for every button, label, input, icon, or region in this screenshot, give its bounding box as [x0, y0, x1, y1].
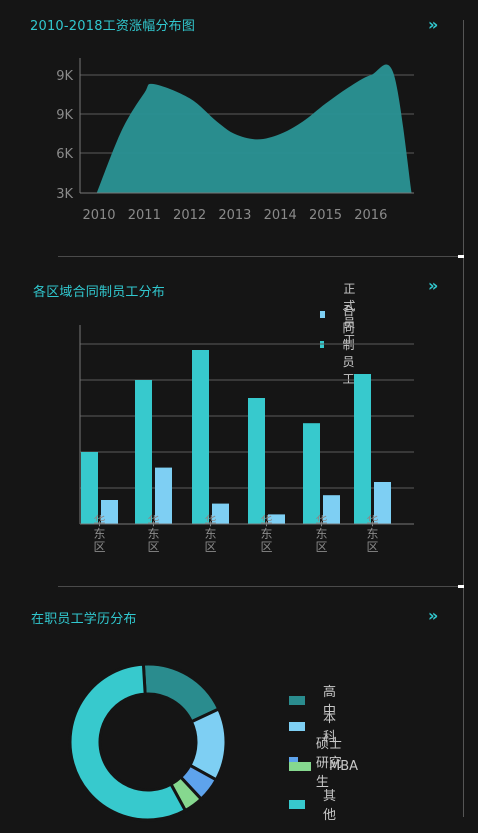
bar-formal-staff — [374, 482, 391, 524]
x-tick-label: 华东区 — [146, 514, 160, 553]
region-bar-chart: 华东区 华东区 华东区 华东区 华东区 华东区 — [79, 325, 414, 554]
x-tick-label: 2013 — [218, 208, 251, 223]
legend-item-bachelor[interactable]: 本科 — [289, 707, 342, 745]
legend-item-mba[interactable]: MBA — [289, 759, 358, 774]
bar-contract-staff — [303, 423, 320, 524]
region-chart-title: 各区域合同制员工分布 — [33, 285, 166, 300]
divider-marker — [458, 585, 464, 588]
bar-formal-staff — [212, 503, 229, 524]
legend-label: 其他 — [323, 789, 337, 823]
legend-label-contract: 合同制员工 — [342, 304, 355, 386]
legend-item-high-school[interactable]: 高中 — [289, 681, 342, 719]
y-tick-label: 9K — [56, 69, 73, 84]
education-chart-title: 在职员工学历分布 — [31, 612, 137, 627]
section-divider — [58, 586, 461, 587]
x-tick-label: 2014 — [264, 208, 297, 223]
salary-area — [96, 64, 412, 194]
education-donut-chart — [68, 662, 228, 822]
bar-formal-staff — [323, 495, 340, 524]
legend-item-other[interactable]: 其他 — [289, 785, 342, 823]
salary-chart-title: 2010-2018工资涨幅分布图 — [30, 19, 196, 34]
x-tick-label: 华东区 — [259, 514, 273, 553]
legend-item-master[interactable]: 硕士研究生 — [289, 733, 342, 790]
y-tick-label: 3K — [56, 187, 73, 202]
double-chevron-right-icon[interactable]: » — [428, 15, 439, 34]
double-chevron-right-icon[interactable]: » — [428, 276, 439, 295]
bar-formal-staff — [101, 500, 118, 524]
bar-contract-staff — [248, 398, 265, 524]
x-tick-label: 2015 — [309, 208, 342, 223]
legend-label: MBA — [329, 759, 359, 774]
legend-swatch — [289, 762, 311, 771]
y-tick-label: 6K — [56, 147, 73, 162]
bar-formal-staff — [268, 514, 285, 524]
legend-swatch-formal — [320, 310, 326, 318]
legend-swatch — [289, 721, 306, 731]
x-tick-label: 2016 — [354, 208, 387, 223]
double-chevron-right-icon[interactable]: » — [428, 606, 439, 625]
donut-slice-5 — [68, 662, 188, 822]
bar-formal-staff — [155, 467, 172, 524]
x-tick-label: 华东区 — [314, 514, 328, 553]
x-tick-label: 2012 — [173, 208, 206, 223]
x-tick-label: 华东区 — [365, 514, 379, 553]
bar-contract-staff — [354, 374, 371, 524]
right-border-line — [463, 20, 464, 817]
legend-swatch — [289, 757, 298, 766]
y-tick-label: 9K — [56, 108, 73, 123]
legend-swatch — [289, 695, 306, 705]
x-tick-label: 2011 — [128, 208, 161, 223]
x-tick-label: 2010 — [82, 208, 115, 223]
legend-label: 本科 — [323, 711, 337, 745]
section-divider — [58, 256, 461, 257]
bar-contract-staff — [192, 350, 209, 524]
legend-label: 硕士研究生 — [315, 737, 342, 790]
bar-contract-staff — [81, 452, 98, 524]
x-tick-label: 华东区 — [92, 514, 106, 553]
x-tick-label: 华东区 — [203, 514, 217, 553]
legend-label: 高中 — [323, 685, 337, 719]
legend-swatch — [289, 799, 306, 809]
divider-marker — [458, 255, 464, 258]
salary-area-chart: 3K 6K 9K 9K 2010 2011 2012 2013 2014 2015 2016 — [56, 58, 414, 223]
bar-contract-staff — [135, 380, 152, 524]
